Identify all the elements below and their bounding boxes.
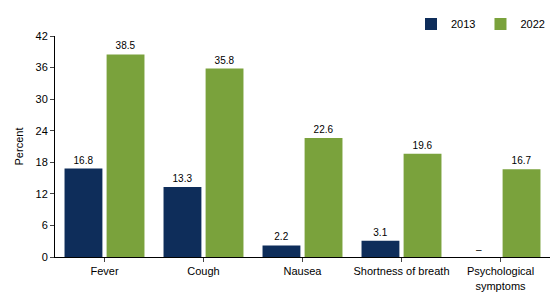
- svg-text:2.2: 2.2: [274, 231, 288, 242]
- svg-text:38.5: 38.5: [116, 40, 136, 51]
- svg-text:2022: 2022: [520, 18, 544, 30]
- svg-text:19.6: 19.6: [413, 140, 433, 151]
- svg-text:35.8: 35.8: [215, 55, 235, 66]
- svg-text:12: 12: [36, 188, 48, 200]
- svg-text:24: 24: [36, 125, 48, 137]
- svg-text:22.6: 22.6: [314, 124, 334, 135]
- svg-text:30: 30: [36, 93, 48, 105]
- svg-text:18: 18: [36, 156, 48, 168]
- svg-text:0: 0: [42, 251, 48, 263]
- svg-text:Fever: Fever: [90, 265, 118, 277]
- svg-text:36: 36: [36, 61, 48, 73]
- svg-text:–: –: [476, 244, 482, 255]
- svg-text:16.7: 16.7: [512, 155, 532, 166]
- svg-text:2013: 2013: [451, 18, 475, 30]
- svg-text:Shortness of breath: Shortness of breath: [353, 265, 449, 277]
- svg-text:6: 6: [42, 219, 48, 231]
- svg-text:42: 42: [36, 30, 48, 42]
- svg-text:16.8: 16.8: [74, 155, 94, 166]
- svg-text:3.1: 3.1: [373, 227, 387, 238]
- svg-text:Nausea: Nausea: [284, 265, 323, 277]
- svg-text:Percent: Percent: [13, 128, 25, 166]
- svg-text:Cough: Cough: [187, 265, 219, 277]
- svg-text:Psychologicalsymptoms: Psychologicalsymptoms: [467, 265, 534, 291]
- svg-text:13.3: 13.3: [173, 173, 193, 184]
